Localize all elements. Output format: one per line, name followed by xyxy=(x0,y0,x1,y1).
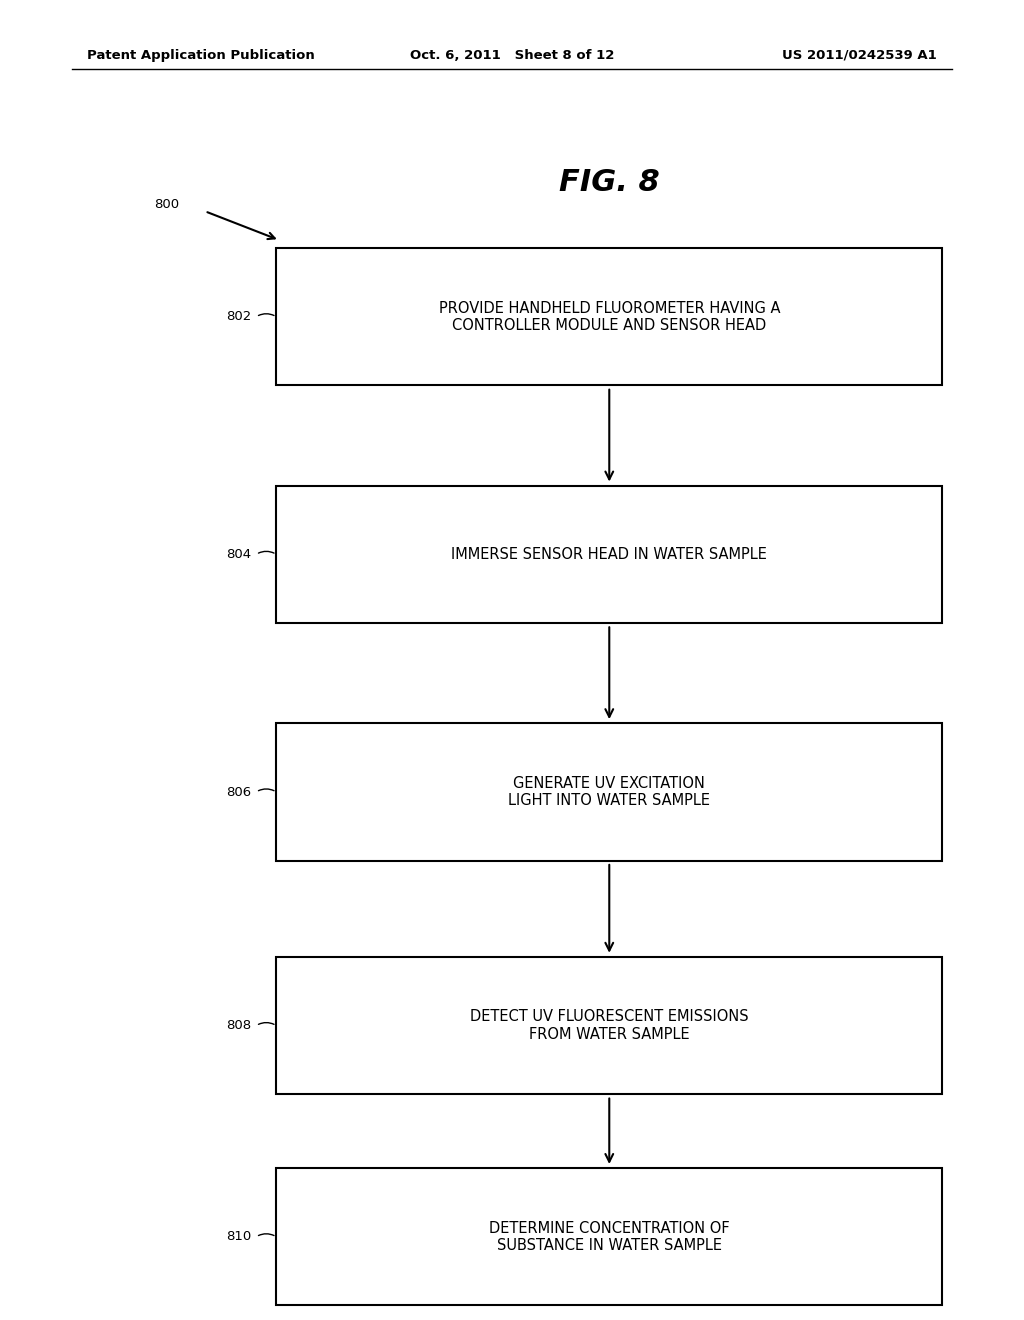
Text: 802: 802 xyxy=(225,310,251,323)
Text: DETECT UV FLUORESCENT EMISSIONS
FROM WATER SAMPLE: DETECT UV FLUORESCENT EMISSIONS FROM WAT… xyxy=(470,1010,749,1041)
Text: IMMERSE SENSOR HEAD IN WATER SAMPLE: IMMERSE SENSOR HEAD IN WATER SAMPLE xyxy=(452,546,767,562)
Text: 808: 808 xyxy=(225,1019,251,1032)
Bar xyxy=(276,248,942,385)
Text: Patent Application Publication: Patent Application Publication xyxy=(87,49,314,62)
Bar xyxy=(276,957,942,1094)
Text: 810: 810 xyxy=(225,1230,251,1243)
Bar xyxy=(276,1168,942,1305)
Bar xyxy=(276,486,942,623)
Text: 804: 804 xyxy=(225,548,251,561)
Text: 800: 800 xyxy=(154,198,179,211)
Text: GENERATE UV EXCITATION
LIGHT INTO WATER SAMPLE: GENERATE UV EXCITATION LIGHT INTO WATER … xyxy=(508,776,711,808)
Text: PROVIDE HANDHELD FLUOROMETER HAVING A
CONTROLLER MODULE AND SENSOR HEAD: PROVIDE HANDHELD FLUOROMETER HAVING A CO… xyxy=(438,301,780,333)
Text: FIG. 8: FIG. 8 xyxy=(559,168,659,197)
Text: DETERMINE CONCENTRATION OF
SUBSTANCE IN WATER SAMPLE: DETERMINE CONCENTRATION OF SUBSTANCE IN … xyxy=(489,1221,729,1253)
Text: 806: 806 xyxy=(225,785,251,799)
Text: Oct. 6, 2011   Sheet 8 of 12: Oct. 6, 2011 Sheet 8 of 12 xyxy=(410,49,614,62)
Bar xyxy=(276,723,942,861)
Text: US 2011/0242539 A1: US 2011/0242539 A1 xyxy=(782,49,937,62)
